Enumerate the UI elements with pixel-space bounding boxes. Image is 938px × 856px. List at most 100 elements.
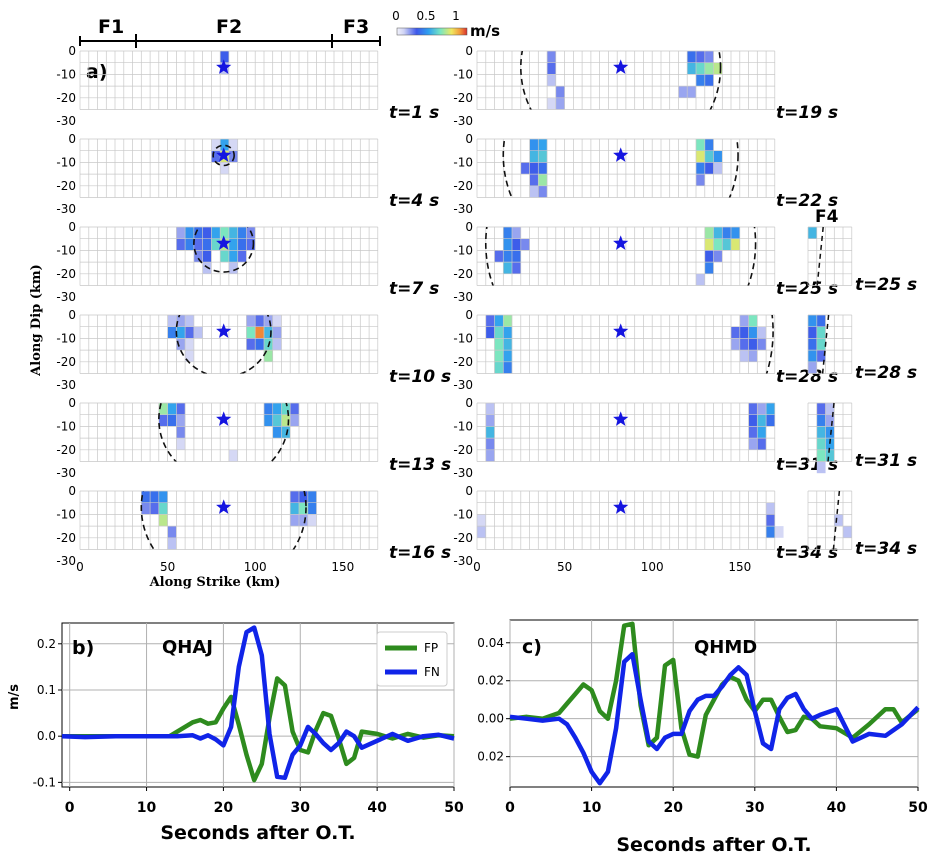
x-tick-label: 20 — [663, 800, 683, 816]
heatmap-ytick: -20 — [56, 267, 76, 281]
slip-rate-cell — [299, 514, 308, 527]
f4-snapshot-t31: t=31 s — [807, 402, 917, 474]
slip-rate-cell — [816, 315, 826, 327]
panel-c-ticks: 0 10 20 30 40 50 0.02 0.00 0.02 0.04 — [477, 636, 928, 816]
y-tick-label: 0.02 — [477, 674, 504, 688]
heatmap-ytick: 0 — [68, 44, 76, 58]
fault-grid — [476, 402, 776, 462]
slip-rate-cell — [722, 227, 732, 239]
x-tick-label: 40 — [367, 800, 387, 816]
panel-b-title: QHAJ — [162, 637, 213, 658]
panel-b-lines — [61, 625, 455, 783]
slip-rate-cell — [485, 449, 495, 462]
slip-rate-cell — [307, 502, 317, 515]
time-label: t=4 s — [389, 191, 439, 211]
slip-rate-cell — [167, 326, 177, 339]
slip-rate-cell — [211, 238, 221, 251]
slip-rate-cell — [766, 502, 775, 515]
slip-rate-cell — [485, 315, 495, 327]
x-tick-label: 0 — [65, 800, 75, 816]
slip-rate-cell — [272, 403, 282, 415]
x-tick-label: 30 — [745, 800, 765, 816]
slip-rate-cell — [816, 414, 826, 427]
heatmap-ytick: 0 — [68, 396, 76, 410]
heatmap-ytick: -10 — [56, 67, 76, 81]
slip-rate-cell — [757, 426, 767, 439]
slip-rate-cell — [713, 62, 723, 75]
time-label: t=28 s — [855, 363, 917, 383]
colorbar-gradient — [396, 27, 468, 36]
panel-b-xlabel: Seconds after O.T. — [160, 822, 355, 844]
y-tick-label: 0.00 — [477, 712, 504, 726]
slip-rate-cell — [757, 414, 767, 427]
slip-rate-cell — [512, 238, 521, 251]
slip-rate-cell — [237, 250, 247, 263]
legend-fp-label: FP — [424, 641, 438, 655]
slip-rate-cell — [202, 238, 212, 251]
slip-rate-cell — [704, 262, 714, 274]
slip-rate-cell — [547, 97, 556, 110]
slip-rate-cell — [228, 449, 238, 462]
slip-rate-cell — [264, 326, 273, 339]
slip-rate-cell — [272, 326, 282, 339]
rupture-front — [485, 227, 757, 286]
time-label: t=25 s — [855, 275, 917, 295]
x-tick-label: 20 — [214, 800, 234, 816]
slip-rate-cell — [246, 326, 256, 339]
slip-rate-cell — [512, 262, 521, 274]
heatmap-xtick: 150 — [728, 560, 751, 574]
slip-rate-cell — [477, 514, 486, 527]
heatmap-ytick: 0 — [465, 132, 473, 146]
slip-rate-cell — [255, 338, 264, 351]
series-line-fn — [509, 651, 920, 786]
slip-rate-cell — [176, 326, 186, 339]
slip-rate-cell — [538, 185, 548, 198]
slip-rate-cell — [220, 250, 229, 263]
heatmap-xtick: 150 — [331, 560, 354, 574]
colorbar: 0 0.5 1 m/s — [392, 9, 500, 40]
y-tick-label: 0.02 — [477, 750, 504, 764]
slip-rate-cell — [816, 438, 826, 450]
slip-rate-cell — [843, 526, 852, 538]
slip-rate-cell — [696, 150, 705, 163]
y-tick-label: 0.0 — [37, 729, 56, 743]
heatmap-xtick: 50 — [557, 560, 572, 574]
slip-rate-cell — [529, 185, 539, 198]
heatmap-ytick: 0 — [465, 44, 473, 58]
time-label: t=25 s — [776, 279, 838, 299]
slip-rate-cell — [494, 326, 504, 339]
hypocenter-star-icon — [613, 499, 629, 514]
slip-rate-cell — [555, 86, 565, 98]
snapshot-t13: 0 -10 -20 -30 t=13 s — [56, 396, 451, 480]
slip-rate-cell — [704, 238, 714, 251]
slip-rate-cell — [808, 338, 817, 351]
slip-rate-cell — [176, 414, 186, 427]
slip-rate-cell — [547, 51, 556, 63]
slip-rate-cell — [529, 150, 539, 163]
snapshot-t7: 0 -10 -20 -30 t=7 s — [56, 220, 439, 304]
f4-grid — [807, 226, 853, 286]
heatmap-ytick: -10 — [453, 331, 473, 345]
slip-rate-cell — [220, 139, 229, 151]
panel-a-header: F1 F2 F3 F4 a) — [79, 16, 839, 227]
fault-label-f2: F2 — [216, 16, 242, 38]
fault-grid — [79, 50, 379, 110]
slip-rate-cell — [272, 338, 282, 351]
slip-rate-cell — [687, 51, 696, 63]
heatmap-xtick: 100 — [244, 560, 267, 574]
fault-grid — [79, 402, 379, 462]
hypocenter-star-icon — [613, 59, 629, 74]
slip-rate-cell — [503, 350, 513, 362]
slip-rate-cell — [167, 403, 177, 415]
slip-rate-cell — [713, 227, 723, 239]
slip-rate-cell — [255, 315, 264, 327]
heatmap-ytick: -30 — [56, 202, 76, 216]
slip-rate-cell — [228, 250, 238, 263]
slip-rate-cell — [808, 315, 817, 327]
heatmap-ytick: -10 — [56, 155, 76, 169]
slip-rate-cell — [290, 403, 299, 415]
slip-rate-cell — [825, 449, 835, 462]
slip-rate-cell — [704, 150, 714, 163]
slip-rate-cell — [816, 326, 826, 339]
